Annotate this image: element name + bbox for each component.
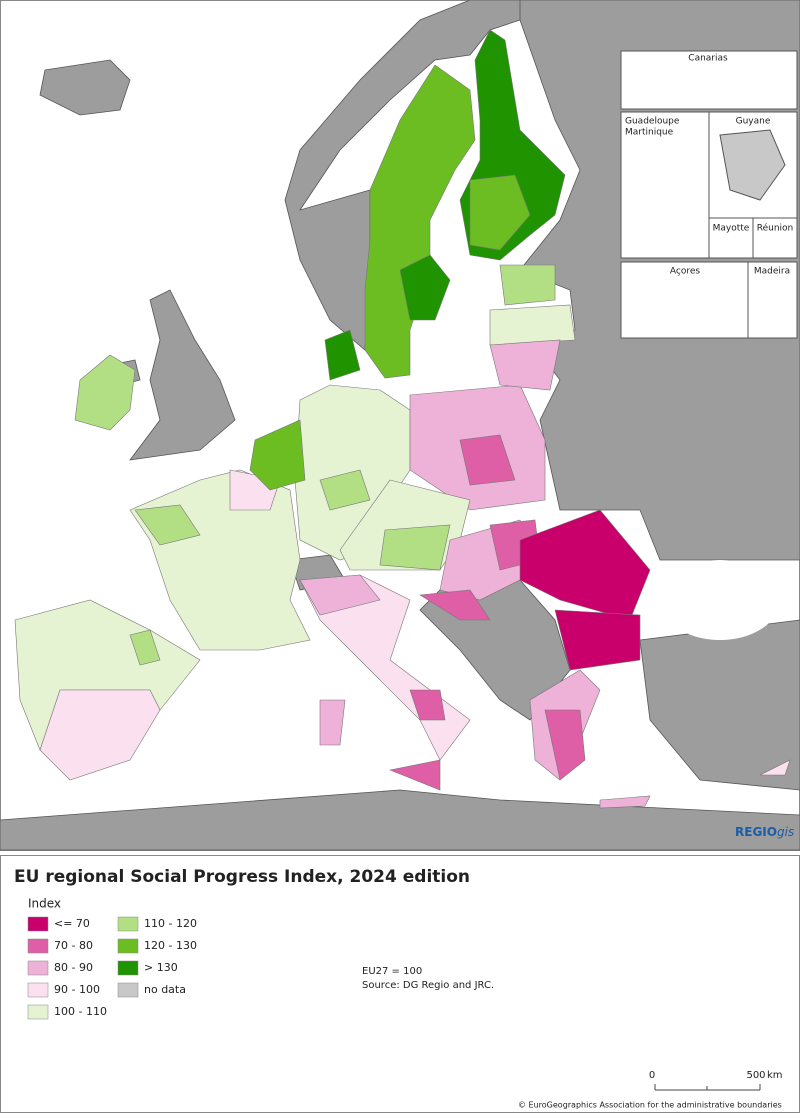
inset-label: Açores — [670, 267, 700, 277]
region — [319, 699, 346, 746]
region — [409, 689, 446, 721]
insets: Canarias Guadeloupe Martinique Guyane Ma… — [620, 50, 798, 339]
inset-label: Martinique — [625, 128, 674, 138]
shape — [639, 619, 800, 791]
region — [74, 354, 136, 431]
region — [249, 419, 306, 491]
region — [759, 759, 791, 776]
copyright: © EuroGeographics Association for the ad… — [518, 1101, 782, 1110]
scale-unit: km — [767, 1070, 783, 1081]
legend-swatch — [117, 960, 139, 976]
legend-label: 110 - 120 — [144, 917, 197, 930]
legend-swatch — [27, 916, 49, 932]
scale-label: 0 — [649, 1070, 655, 1081]
logo-regio: REGIO — [735, 825, 777, 839]
legend-label: 120 - 130 — [144, 939, 197, 952]
legend-swatch — [27, 982, 49, 998]
logo: REGIOgis — [735, 825, 794, 839]
shape — [284, 0, 576, 351]
region — [134, 504, 201, 546]
region — [399, 254, 451, 321]
region — [459, 434, 516, 486]
region — [379, 524, 451, 571]
region — [489, 304, 576, 346]
legend-label: no data — [144, 983, 186, 996]
legend-swatch — [27, 1004, 49, 1020]
region — [419, 589, 491, 621]
shape — [620, 50, 798, 110]
black-sea — [660, 560, 780, 640]
shape — [39, 59, 131, 116]
scale-bar: 0 500 km — [649, 1070, 783, 1091]
region — [489, 339, 561, 391]
inset-label: Guyane — [736, 117, 771, 127]
legend-label: 90 - 100 — [54, 983, 100, 996]
inset-label: Mayotte — [713, 224, 750, 234]
legend-label: > 130 — [144, 961, 178, 974]
shape — [719, 129, 786, 201]
legend-swatch — [117, 982, 139, 998]
region — [324, 329, 361, 381]
legend-swatch — [27, 938, 49, 954]
region — [554, 609, 641, 671]
legend-title: EU regional Social Progress Index, 2024 … — [14, 867, 470, 887]
inset-label: Guadeloupe — [625, 117, 680, 127]
inset-label: Canarias — [688, 54, 728, 64]
note: Source: DG Regio and JRC. — [362, 980, 494, 991]
regions — [14, 29, 791, 809]
legend-swatch — [27, 960, 49, 976]
region — [39, 689, 161, 781]
note: EU27 = 100 — [362, 966, 422, 977]
scale-label: 500 — [746, 1070, 765, 1081]
legend-label: 100 - 110 — [54, 1005, 107, 1018]
region — [319, 469, 371, 511]
shape — [620, 261, 798, 339]
region — [499, 264, 556, 306]
region — [299, 574, 381, 616]
legend-swatch — [117, 916, 139, 932]
legend-heading: Index — [28, 897, 61, 911]
legend-label: 80 - 90 — [54, 961, 93, 974]
inset-label: Madeira — [754, 267, 790, 277]
shape — [129, 289, 236, 461]
region — [388, 759, 441, 791]
legend-swatch — [117, 938, 139, 954]
region — [544, 709, 586, 781]
region — [469, 174, 531, 251]
region — [129, 629, 161, 666]
inset-label: Réunion — [757, 223, 794, 234]
legend-items: <= 70 70 - 80 80 - 90 90 - 100 100 - 110 110 … — [27, 916, 197, 1020]
logo-gis: gis — [777, 825, 794, 839]
legend-label: 70 - 80 — [54, 939, 93, 952]
legend-label: <= 70 — [54, 917, 90, 930]
region — [599, 795, 651, 809]
